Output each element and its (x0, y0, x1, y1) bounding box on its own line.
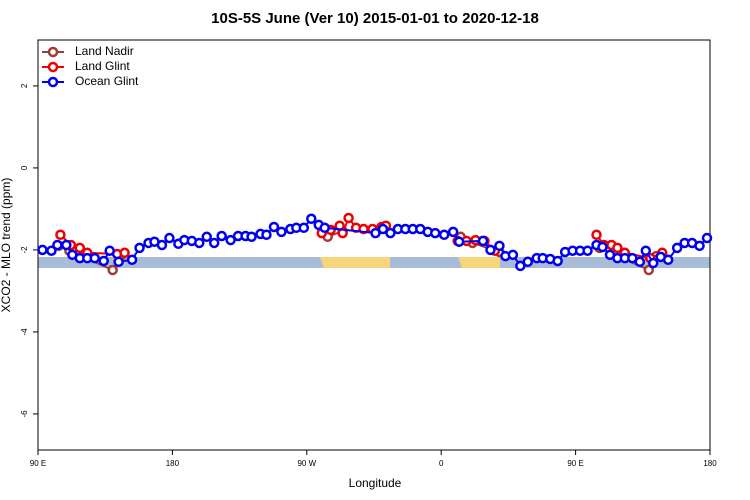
point (494, 240, 505, 252)
y-tick-label: -4 (20, 328, 29, 336)
point (107, 264, 118, 276)
point (612, 242, 623, 254)
x-tick-label: 90 E (567, 459, 583, 468)
point (597, 241, 608, 253)
legend-label: Ocean Glint (75, 74, 139, 88)
point (246, 231, 257, 243)
point (370, 227, 381, 239)
point (104, 245, 115, 256)
point (261, 229, 272, 240)
y-tick-label: -6 (20, 410, 29, 418)
point (37, 244, 48, 256)
point (119, 247, 130, 259)
legend-label: Land Nadir (75, 44, 134, 58)
x-axis-label: Longitude (349, 476, 402, 490)
point (298, 222, 310, 234)
point (98, 255, 109, 267)
point (343, 212, 354, 224)
point (701, 232, 713, 244)
point (438, 229, 450, 240)
point (694, 240, 705, 252)
point (46, 245, 57, 256)
point (134, 242, 145, 254)
point (453, 236, 465, 247)
legend-marker (47, 61, 59, 73)
y-tick-label: 0 (20, 165, 29, 170)
point (164, 232, 175, 244)
point (61, 239, 72, 251)
y-tick-label: 2 (20, 83, 29, 88)
point (640, 245, 652, 256)
point (113, 256, 124, 268)
point (485, 244, 496, 256)
point (201, 231, 212, 243)
point (643, 264, 655, 276)
point (648, 257, 659, 269)
plot-frame (37, 39, 711, 451)
point (194, 237, 205, 249)
y-axis-label: XCO2 - MLO trend (ppm) (0, 178, 13, 313)
point (591, 229, 602, 240)
point (515, 260, 526, 272)
point (74, 242, 86, 254)
x-tick-label: 180 (703, 459, 717, 468)
point (477, 235, 489, 247)
x-tick-label: 90 E (30, 459, 46, 468)
legend-marker (47, 76, 59, 88)
x-tick-label: 180 (166, 459, 180, 468)
chart-title: 10S-5S June (Ver 10) 2015-01-01 to 2020-… (211, 10, 539, 27)
point (89, 252, 100, 264)
x-tick-label: 0 (439, 459, 444, 468)
point (306, 213, 317, 225)
point (429, 227, 441, 239)
point (225, 234, 236, 246)
point (216, 230, 227, 242)
point (377, 223, 389, 235)
point (55, 229, 66, 240)
point (52, 239, 63, 251)
point (447, 226, 459, 238)
point (522, 256, 534, 268)
point (582, 245, 593, 256)
point (208, 237, 220, 249)
point (671, 242, 683, 254)
land-band (320, 257, 390, 268)
point (319, 222, 330, 234)
point (276, 226, 287, 238)
point (552, 255, 563, 267)
point (634, 256, 646, 268)
point (385, 227, 396, 239)
legend-marker (47, 46, 59, 58)
point (662, 254, 674, 266)
point (268, 221, 280, 233)
y-tick-label: -2 (20, 246, 29, 254)
x-tick-label: 90 W (297, 459, 316, 468)
land-band (458, 257, 500, 268)
point (126, 254, 138, 266)
point (507, 249, 519, 261)
point (156, 239, 168, 251)
legend-label: Land Glint (75, 59, 130, 73)
